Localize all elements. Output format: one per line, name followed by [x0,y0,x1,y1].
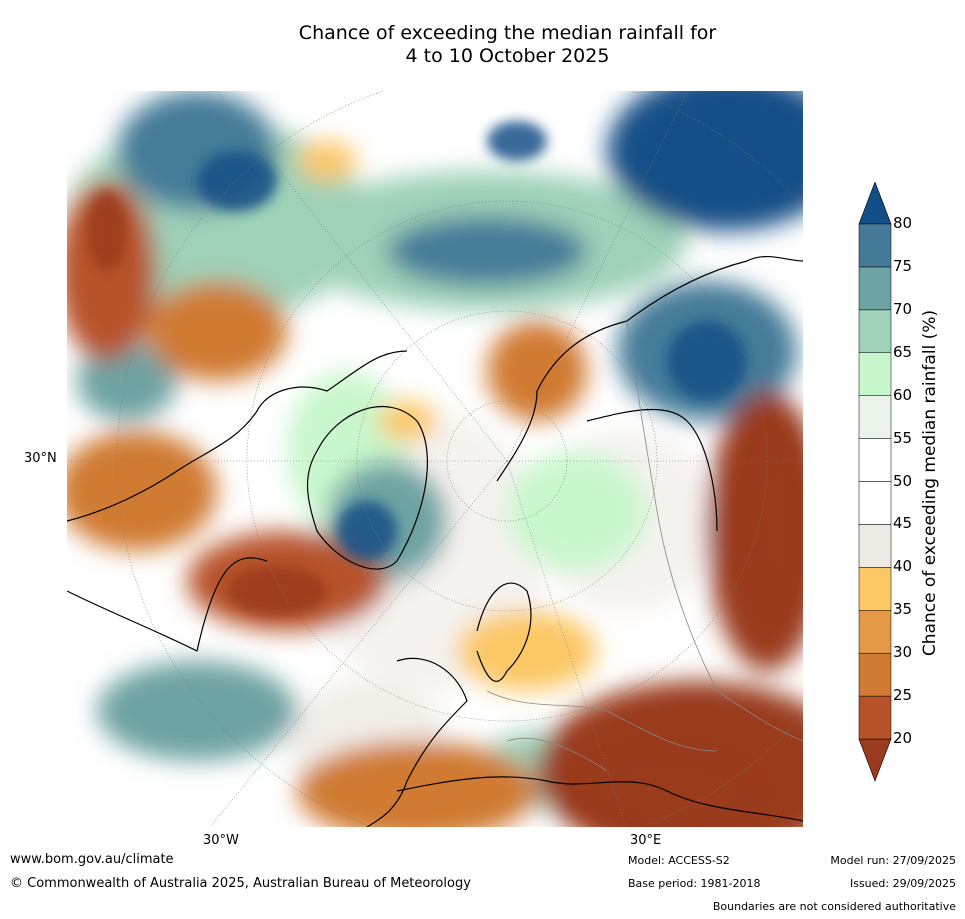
colorbar-tick-50: 50 [893,471,913,490]
colorbar-segment-30-35 [858,610,892,654]
colorbar-tick-40: 40 [893,557,913,576]
probability-detail [87,121,802,827]
colorbar-segment-40-45 [858,524,892,568]
footer-disclaimer: Boundaries are not considered authoritat… [712,900,956,913]
colorbar-segment-70-75 [858,266,892,311]
colorbar-segment-75-80 [858,223,892,268]
longitude-label-30w: 30°W [203,833,239,848]
colorbar-tick-25: 25 [893,686,913,705]
colorbar-tick-70: 70 [893,299,913,318]
longitude-label-30e: 30°E [630,833,662,848]
colorbar-segment-55-60 [858,395,892,439]
footer-model-run: Model run: 27/09/2025 [830,854,956,867]
colorbar-extend-low [858,738,892,782]
title-line-1: Chance of exceeding the median rainfall … [298,22,717,44]
footer-copyright: © Commonwealth of Australia 2025, Austra… [10,876,471,891]
colorbar-tick-80: 80 [893,214,913,232]
colorbar-tick-65: 65 [893,342,913,361]
title-line-2: 4 to 10 October 2025 [405,45,610,67]
colorbar-tick-20: 20 [893,729,913,747]
colorbar [858,182,892,782]
colorbar-segment-60-65 [858,352,892,396]
coastlines [67,256,803,827]
borders [486,320,803,772]
footer-model: Model: ACCESS-S2 [628,854,730,867]
colorbar-title-text: Chance of exceeding median rainfall (%) [920,309,940,657]
colorbar-segment-50-55 [858,438,892,482]
colorbar-segment-45-50 [858,481,892,525]
colorbar-segment-20-25 [858,695,892,740]
colorbar-segment-65-70 [858,309,892,354]
footer-base-period: Base period: 1981-2018 [628,877,761,890]
colorbar-tick-45: 45 [893,514,913,533]
footer-issued: Issued: 29/09/2025 [849,877,956,890]
footer-url: www.bom.gov.au/climate [10,852,174,867]
graticule [67,91,803,827]
colorbar-tick-75: 75 [893,256,913,275]
colorbar-segment-25-30 [858,652,892,697]
latitude-label-30n: 30°N [24,451,57,466]
rainfall-map [67,91,803,827]
map-title: Chance of exceeding the median rainfall … [0,22,965,68]
colorbar-tick-30: 30 [893,643,913,662]
colorbar-tick-55: 55 [893,428,913,447]
colorbar-segment-35-40 [858,567,892,611]
colorbar-segments [858,182,892,782]
colorbar-tick-60: 60 [893,385,913,404]
colorbar-extend-high [858,182,892,225]
colorbar-tick-35: 35 [893,600,913,619]
